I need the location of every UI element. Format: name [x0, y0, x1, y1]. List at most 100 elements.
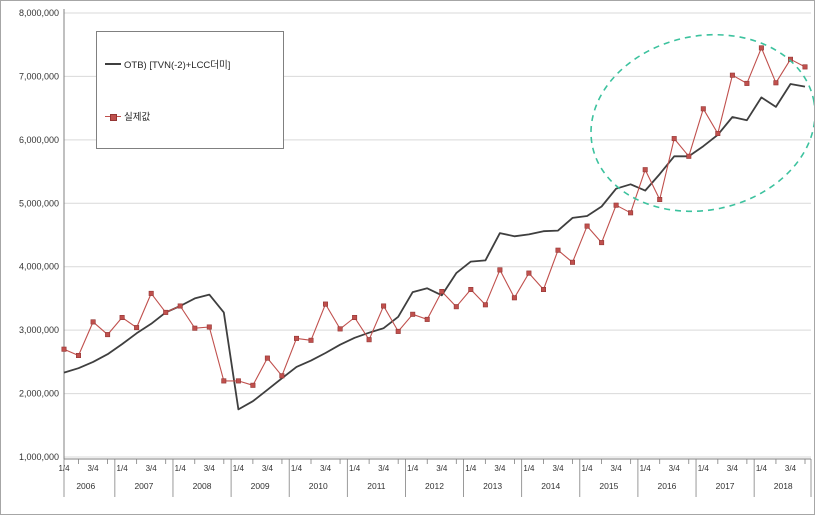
data-point-marker [322, 301, 328, 307]
x-quarter-label: 3/4 [552, 464, 564, 473]
x-year-label: 2018 [774, 481, 793, 491]
x-year-label: 2017 [716, 481, 735, 491]
x-quarter-label: 1/4 [698, 464, 710, 473]
data-point-marker [468, 286, 474, 292]
x-quarter-label: 1/4 [465, 464, 477, 473]
x-year-label: 2007 [134, 481, 153, 491]
data-point-marker [540, 286, 546, 292]
series-lines [61, 45, 808, 411]
x-year-label: 2006 [76, 481, 95, 491]
x-quarter-label: 1/4 [756, 464, 768, 473]
data-point-marker [76, 352, 82, 358]
data-point-marker [526, 270, 532, 276]
data-point-marker [569, 259, 575, 265]
data-point-marker [264, 355, 270, 361]
data-point-marker [744, 80, 750, 86]
data-point-marker [715, 131, 721, 137]
y-tick-label: 8,000,000 [19, 8, 59, 18]
y-tick-label: 1,000,000 [19, 452, 59, 462]
x-quarter-label: 3/4 [204, 464, 216, 473]
x-quarter-label: 1/4 [291, 464, 303, 473]
data-point-marker [148, 290, 154, 296]
data-point-marker [235, 378, 241, 384]
legend-label-actual: 실제값 [124, 112, 151, 123]
legend-label-model: OTB) [TVN(-2)+LCC더미] [124, 60, 231, 71]
data-point-marker [482, 302, 488, 308]
y-axis-labels: 8,000,000 7,000,000 6,000,000 5,000,000 4,00… [19, 8, 59, 462]
data-point-marker [352, 314, 358, 320]
x-axis-labels: 1/4 3/4 2006 1/4 3/4 2007 1/4 3/4 2008 1/4 3/4 2009… [58, 459, 812, 497]
data-point-marker [395, 328, 401, 334]
data-point-marker [439, 288, 445, 294]
data-point-marker [90, 319, 96, 325]
actual-series-markers [61, 45, 808, 388]
data-point-marker [366, 337, 372, 343]
data-point-marker [758, 45, 764, 51]
data-point-marker [177, 303, 183, 309]
x-quarter-label: 3/4 [785, 464, 797, 473]
data-point-marker [61, 346, 67, 352]
data-point-marker [293, 335, 299, 341]
data-point-marker [686, 153, 692, 159]
legend-item-model: OTB) [TVN(-2)+LCC더미] [105, 57, 275, 71]
data-point-marker [657, 197, 663, 203]
x-year-label: 2009 [251, 481, 270, 491]
x-quarter-label: 1/4 [117, 464, 129, 473]
data-point-marker [671, 136, 677, 142]
x-quarter-label: 1/4 [407, 464, 419, 473]
x-quarter-label: 1/4 [175, 464, 187, 473]
data-point-marker [381, 303, 387, 309]
data-point-marker [163, 309, 169, 315]
actual-marker-swatch [105, 113, 121, 121]
data-point-marker [119, 314, 125, 320]
data-point-marker [206, 324, 212, 330]
x-quarter-label: 3/4 [320, 464, 332, 473]
legend-item-actual: 실제값 [105, 109, 275, 123]
data-point-marker [773, 80, 779, 86]
data-point-marker [511, 295, 517, 301]
x-quarter-label: 3/4 [611, 464, 623, 473]
y-tick-label: 3,000,000 [19, 325, 59, 335]
data-point-marker [453, 304, 459, 310]
y-tick-label: 5,000,000 [19, 198, 59, 208]
model-line-swatch [105, 63, 121, 65]
data-point-marker [700, 106, 706, 112]
data-point-marker [279, 373, 285, 379]
data-point-marker [642, 167, 648, 173]
x-quarter-label: 3/4 [262, 464, 274, 473]
annotation-layer [590, 33, 814, 213]
x-quarter-label: 1/4 [640, 464, 652, 473]
data-point-marker [599, 240, 605, 246]
x-year-label: 2016 [658, 481, 677, 491]
y-tick-label: 4,000,000 [19, 262, 59, 272]
chart-legend: OTB) [TVN(-2)+LCC더미] 실제값 [96, 31, 284, 149]
x-quarter-label: 1/4 [233, 464, 245, 473]
x-quarter-label: 3/4 [494, 464, 506, 473]
x-year-label: 2012 [425, 481, 444, 491]
data-point-marker [308, 337, 314, 343]
data-point-marker [134, 325, 140, 331]
data-point-marker [105, 332, 111, 338]
x-quarter-label: 1/4 [523, 464, 535, 473]
y-tick-label: 7,000,000 [19, 71, 59, 81]
data-point-marker [192, 325, 198, 331]
x-quarter-label: 3/4 [436, 464, 448, 473]
actual-series-line [63, 47, 806, 386]
x-year-label: 2010 [309, 481, 328, 491]
model-series-line [63, 83, 806, 411]
x-year-label: 2011 [367, 481, 386, 491]
x-quarter-label: 3/4 [146, 464, 158, 473]
data-point-marker [250, 382, 256, 388]
x-quarter-label: 1/4 [581, 464, 593, 473]
y-tick-label: 6,000,000 [19, 135, 59, 145]
x-year-label: 2013 [483, 481, 502, 491]
data-point-marker [584, 223, 590, 229]
data-point-marker [337, 326, 343, 332]
x-quarter-label: 3/4 [378, 464, 390, 473]
data-point-marker [729, 72, 735, 78]
x-year-label: 2014 [541, 481, 560, 491]
x-year-label: 2015 [599, 481, 618, 491]
data-point-marker [424, 316, 430, 322]
